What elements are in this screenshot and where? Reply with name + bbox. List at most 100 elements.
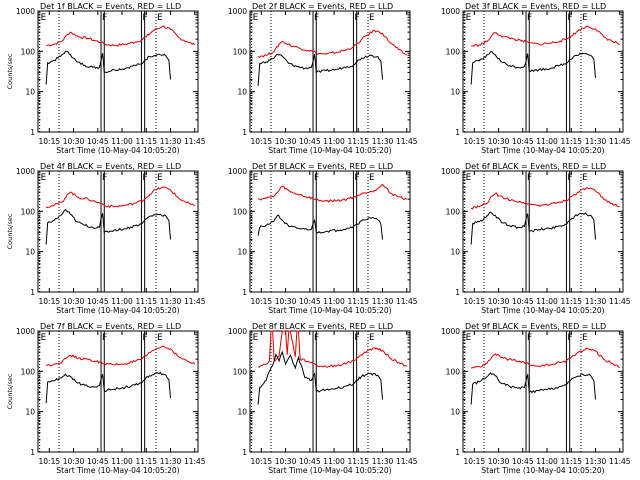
series-events-line	[257, 53, 383, 86]
x-tick-label: 11:00	[323, 297, 345, 306]
chart-title: Det 5f BLACK = Events, RED = LLD	[252, 162, 393, 171]
series-lld-line	[45, 186, 196, 209]
x-tick-label: 11:15	[135, 297, 157, 306]
x-axis-label: Start Time (10-May-04 10:05:20)	[268, 466, 391, 475]
x-tick-label: 11:00	[111, 137, 133, 146]
series-lld-line	[257, 29, 408, 59]
y-tick-label: 100	[21, 47, 36, 56]
chart-title: Det 4f BLACK = Events, RED = LLD	[40, 162, 181, 171]
x-tick-label: 11:00	[323, 137, 345, 146]
x-axis-label: Start Time (10-May-04 10:05:20)	[268, 306, 391, 315]
chart-panel-6: Det 6f BLACK = Events, RED = LLD 1 10 100 10…	[441, 162, 631, 315]
y-axis-label: Counts/sec	[6, 53, 14, 89]
x-tick-label: 11:00	[111, 297, 133, 306]
y-axis-label: Counts/sec	[6, 373, 14, 409]
y-tick-label: 10	[450, 408, 460, 417]
plot-frame	[37, 10, 199, 133]
x-axis-label: Start Time (10-May-04 10:05:20)	[481, 306, 604, 315]
x-tick-label: 11:45	[609, 137, 631, 146]
y-tick-label: 1000	[441, 327, 460, 336]
y-tick-label: 1	[30, 448, 35, 457]
marker-label: E	[41, 13, 47, 23]
chart-panel-9: Det 9f BLACK = Events, RED = LLD 1 10 100 10…	[441, 322, 631, 475]
x-tick-label: 11:00	[323, 457, 345, 466]
marker-label: E	[157, 333, 163, 343]
x-tick-label: 10:15	[251, 137, 273, 146]
chart-title: Det 2f BLACK = Events, RED = LLD	[252, 2, 393, 11]
chart-panel-1: Det 1f BLACK = Events, RED = LLD 1 10 100 10…	[6, 2, 206, 155]
series-events-line	[257, 350, 383, 405]
y-tick-label: 1000	[16, 327, 35, 336]
x-axis-label: Start Time (10-May-04 10:05:20)	[481, 146, 604, 155]
y-tick-label: 1	[30, 288, 35, 297]
x-tick-label: 11:45	[396, 297, 418, 306]
chart-title: Det 9f BLACK = Events, RED = LLD	[465, 322, 606, 331]
y-tick-label: 1000	[228, 7, 247, 16]
y-tick-label: 1	[455, 448, 460, 457]
y-tick-label: 1	[30, 128, 35, 137]
x-tick-label: 10:30	[275, 137, 297, 146]
series-events-line	[45, 209, 171, 245]
series-lld-line	[470, 25, 620, 47]
x-tick-label: 10:30	[63, 137, 85, 146]
y-tick-label: 1	[455, 288, 460, 297]
x-tick-label: 11:15	[560, 137, 582, 146]
x-tick-label: 10:30	[63, 457, 85, 466]
series-lld-line	[470, 187, 620, 210]
x-tick-label: 11:00	[536, 137, 558, 146]
x-tick-label: 10:15	[464, 457, 486, 466]
x-tick-label: 11:30	[372, 137, 394, 146]
y-tick-label: 100	[21, 367, 36, 376]
x-tick-label: 11:45	[396, 457, 418, 466]
x-tick-label: 10:15	[39, 297, 61, 306]
y-tick-label: 1000	[228, 327, 247, 336]
chart-title: Det 1f BLACK = Events, RED = LLD	[40, 2, 181, 11]
x-tick-label: 11:45	[609, 457, 631, 466]
chart-panel-3: Det 3f BLACK = Events, RED = LLD 1 10 100 10…	[441, 2, 631, 155]
y-tick-label: 100	[21, 207, 36, 216]
x-tick-label: 11:30	[585, 457, 607, 466]
y-tick-label: 1000	[441, 7, 460, 16]
marker-label: E	[157, 173, 163, 183]
plot-frame	[249, 170, 411, 293]
y-tick-label: 1	[242, 448, 247, 457]
y-tick-label: 1000	[16, 7, 35, 16]
x-tick-label: 11:30	[160, 297, 182, 306]
chart-title: Det 7f BLACK = Events, RED = LLD	[40, 322, 181, 331]
x-tick-label: 11:15	[347, 297, 369, 306]
x-axis-label: Start Time (10-May-04 10:05:20)	[56, 306, 179, 315]
chart-title: Det 8f BLACK = Events, RED = LLD	[252, 322, 393, 331]
x-axis-label: Start Time (10-May-04 10:05:20)	[56, 146, 179, 155]
x-tick-label: 11:15	[347, 457, 369, 466]
plot-frame	[462, 10, 624, 133]
y-tick-label: 100	[233, 47, 248, 56]
x-tick-label: 11:30	[585, 297, 607, 306]
x-tick-label: 11:30	[160, 457, 182, 466]
plot-frame	[37, 330, 199, 453]
y-tick-label: 100	[446, 207, 461, 216]
x-tick-label: 10:45	[299, 137, 321, 146]
x-axis-label: Start Time (10-May-04 10:05:20)	[56, 466, 179, 475]
marker-label: E	[582, 173, 588, 183]
series-events-line	[470, 371, 596, 405]
x-tick-label: 10:30	[275, 297, 297, 306]
y-tick-label: 10	[450, 248, 460, 257]
series-lld-line	[257, 184, 408, 203]
chart-panel-2: Det 2f BLACK = Events, RED = LLD 1 10 100 10…	[228, 2, 418, 155]
x-tick-label: 11:15	[347, 137, 369, 146]
y-tick-label: 10	[25, 248, 35, 257]
chart-panel-4: Det 4f BLACK = Events, RED = LLD 1 10 100 10…	[6, 162, 206, 315]
y-tick-label: 1000	[16, 167, 35, 176]
marker-label: E	[369, 333, 375, 343]
x-tick-label: 10:45	[512, 137, 534, 146]
series-lld-line	[45, 345, 196, 367]
marker-label: E	[466, 333, 472, 343]
plot-frame	[37, 170, 199, 293]
y-tick-label: 10	[237, 88, 247, 97]
y-tick-label: 1	[455, 128, 460, 137]
y-tick-label: 10	[25, 408, 35, 417]
x-tick-label: 11:15	[560, 297, 582, 306]
y-tick-label: 1000	[228, 167, 247, 176]
x-tick-label: 10:30	[488, 137, 510, 146]
